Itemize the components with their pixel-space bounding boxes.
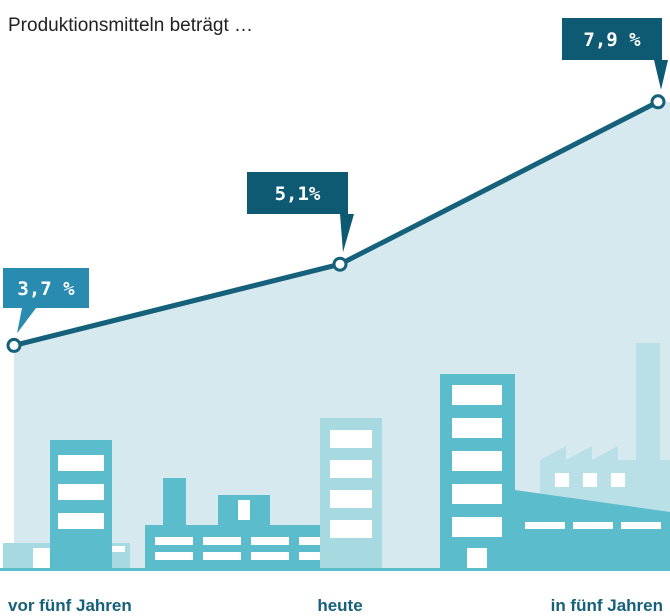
point (8, 339, 20, 351)
value-label: 7,9 % (583, 29, 641, 51)
point (334, 258, 346, 270)
x-tick-label: in fünf Jahren (551, 596, 663, 615)
chart: Produktionsmitteln beträgt … 3,7 % 5,1% 7,… (0, 0, 670, 616)
x-tick-label: vor fünf Jahren (8, 596, 132, 615)
x-tick-label: heute (317, 596, 362, 615)
point (652, 96, 664, 108)
value-label: 3,7 % (17, 278, 75, 300)
chart-title: Produktionsmitteln beträgt … (8, 15, 253, 36)
value-label: 5,1% (275, 183, 321, 205)
